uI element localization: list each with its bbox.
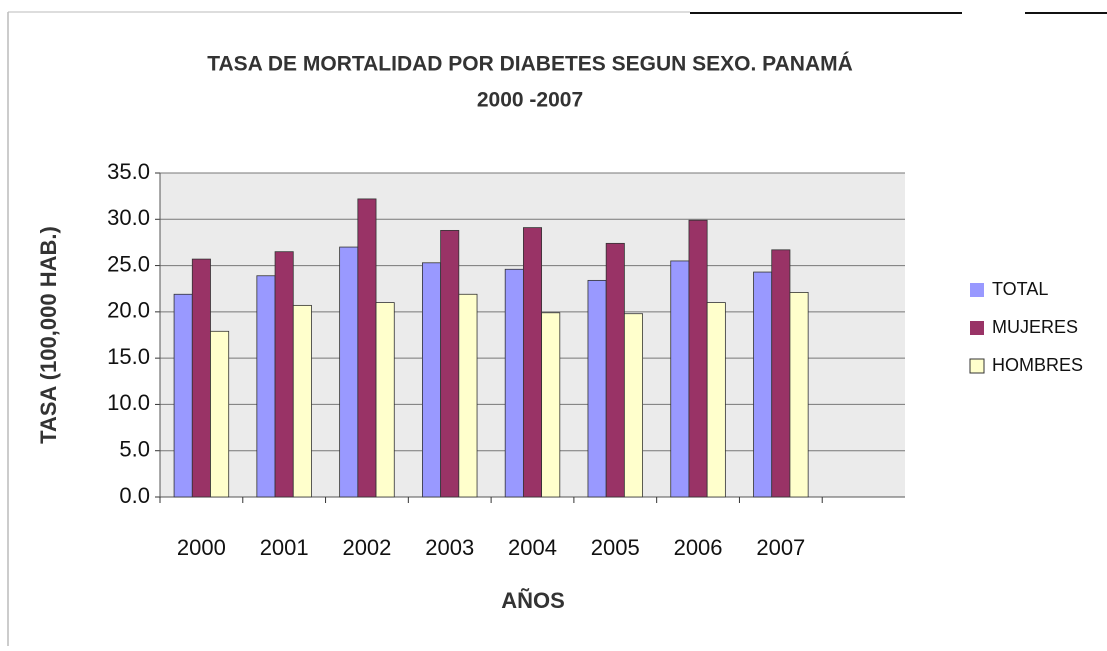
x-axis-title: AÑOS	[501, 588, 565, 613]
bar	[357, 198, 377, 498]
chart-subtitle: 2000 -2007	[477, 89, 583, 112]
y-tick-label: 30.0	[107, 205, 150, 230]
bar	[458, 293, 478, 498]
y-tick-label: 15.0	[107, 344, 150, 369]
bar	[753, 271, 773, 498]
bar	[541, 312, 561, 498]
y-tick-label: 10.0	[107, 390, 150, 415]
bar	[706, 302, 726, 498]
y-tick-label: 5.0	[119, 437, 150, 462]
y-tick-label: 20.0	[107, 298, 150, 323]
bar	[375, 302, 395, 498]
bar	[191, 258, 211, 498]
bar	[670, 260, 690, 498]
bar	[210, 330, 230, 498]
bar	[623, 313, 643, 498]
y-axis-title: TASA (100,000 HAB.)	[36, 226, 61, 444]
bar	[504, 268, 524, 498]
bar	[173, 293, 193, 498]
legend-swatch	[970, 283, 984, 297]
legend-swatch	[970, 321, 984, 335]
bar	[771, 249, 791, 498]
legend-label: TOTAL	[992, 279, 1048, 299]
legend-label: MUJERES	[992, 317, 1078, 337]
bar	[422, 262, 442, 498]
bar	[688, 219, 708, 498]
x-tick-label: 2005	[591, 535, 640, 560]
y-tick-label: 25.0	[107, 251, 150, 276]
bar	[256, 275, 276, 498]
bar	[339, 246, 359, 498]
x-tick-label: 2002	[342, 535, 391, 560]
y-tick-label: 35.0	[107, 159, 150, 184]
y-tick-label: 0.0	[119, 483, 150, 508]
bar	[274, 251, 294, 498]
x-tick-label: 2007	[756, 535, 805, 560]
chart-title: TASA DE MORTALIDAD POR DIABETES SEGUN SE…	[207, 53, 853, 76]
bar	[292, 304, 312, 498]
x-tick-label: 2003	[425, 535, 474, 560]
legend-swatch	[969, 358, 985, 374]
x-tick-label: 2001	[260, 535, 309, 560]
bar	[440, 229, 460, 498]
bar	[587, 279, 607, 498]
bar	[522, 227, 543, 498]
x-tick-label: 2004	[508, 535, 557, 560]
x-tick-label: 2000	[177, 535, 226, 560]
x-tick-label: 2006	[674, 535, 723, 560]
bar	[789, 292, 809, 498]
legend-label: HOMBRES	[992, 355, 1083, 375]
bar	[605, 242, 625, 498]
